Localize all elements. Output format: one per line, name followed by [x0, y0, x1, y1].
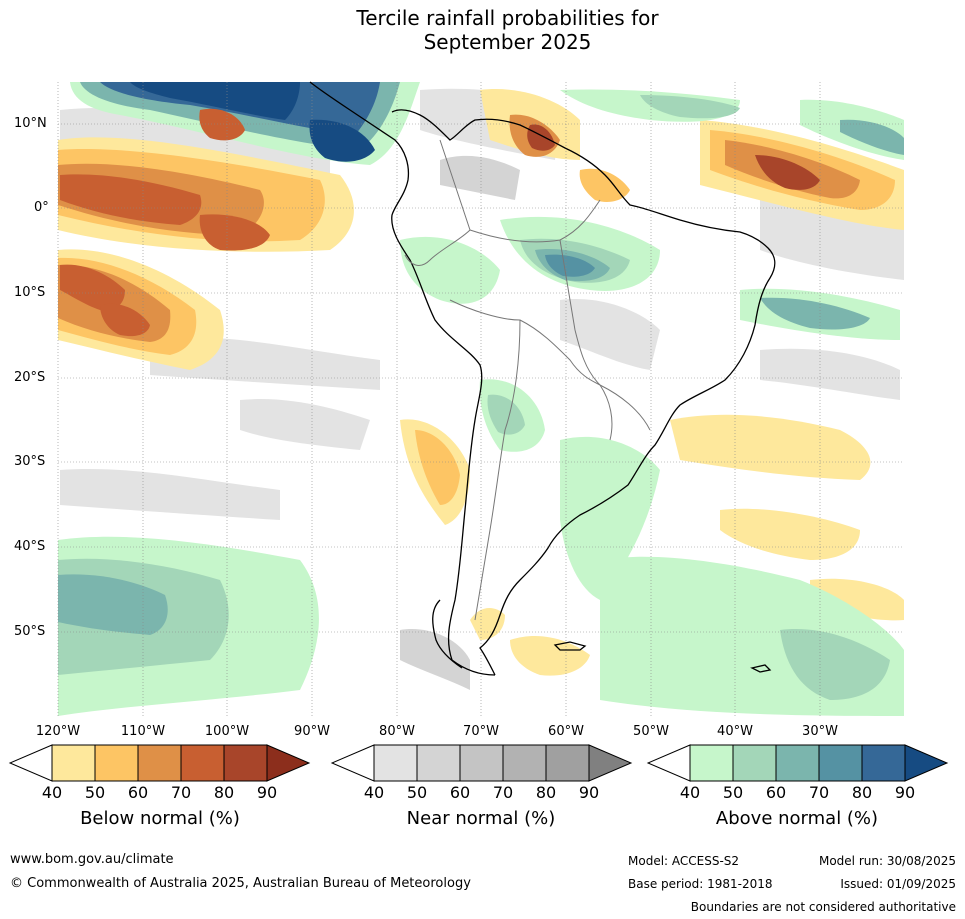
title-line-2: September 2025 — [423, 30, 592, 54]
colorbar-near — [330, 744, 633, 782]
tick-label: 50 — [84, 783, 106, 802]
tick-label: 40 — [679, 783, 701, 802]
colorbar-below-title: Below normal (%) — [80, 808, 240, 829]
footer-model: Model: ACCESS-S2 — [628, 854, 740, 868]
lon-label: 100°W — [204, 724, 250, 739]
lon-label: 30°W — [802, 724, 838, 739]
lat-label: 30°S — [14, 454, 46, 469]
chart-title: Tercile rainfall probabilities for Septe… — [0, 6, 965, 54]
tick-label: 90 — [578, 783, 600, 802]
lat-label: 0° — [34, 200, 49, 215]
title-line-1: Tercile rainfall probabilities for — [356, 6, 659, 30]
tick-label: 90 — [256, 783, 278, 802]
footer-disclaimer: Boundaries are not considered authoritat… — [690, 900, 956, 914]
coastline — [309, 81, 776, 676]
country-borders — [404, 139, 651, 621]
lat-label: 10°N — [14, 116, 47, 131]
colorbar-near-title: Near normal (%) — [406, 808, 556, 829]
lon-label: 60°W — [548, 724, 584, 739]
lon-label: 50°W — [633, 724, 669, 739]
lon-label: 110°W — [120, 724, 166, 739]
tick-label: 60 — [127, 783, 149, 802]
tick-label: 80 — [851, 783, 873, 802]
tick-label: 80 — [535, 783, 557, 802]
colorbar-below — [8, 744, 311, 782]
tick-label: 90 — [894, 783, 916, 802]
lon-label: 120°W — [35, 724, 81, 739]
lat-label: 50°S — [14, 624, 46, 639]
tick-label: 80 — [213, 783, 235, 802]
tick-label: 70 — [170, 783, 192, 802]
lon-label: 80°W — [379, 724, 415, 739]
footer-issued: Issued: 01/09/2025 — [840, 877, 956, 891]
lon-label: 90°W — [294, 724, 330, 739]
lat-label: 40°S — [14, 539, 46, 554]
colorbar-above — [646, 744, 949, 782]
tick-label: 40 — [363, 783, 385, 802]
tick-label: 70 — [808, 783, 830, 802]
footer-model-run: Model run: 30/08/2025 — [818, 854, 956, 868]
probability-field — [58, 82, 904, 716]
tick-label: 50 — [406, 783, 428, 802]
colorbar-above-title: Above normal (%) — [715, 808, 879, 829]
tick-label: 40 — [41, 783, 63, 802]
tick-label: 50 — [722, 783, 744, 802]
footer-copyright: © Commonwealth of Australia 2025, Austra… — [10, 876, 471, 891]
footer-url: www.bom.gov.au/climate — [10, 852, 174, 867]
lon-label: 40°W — [717, 724, 753, 739]
graticule — [57, 82, 904, 716]
tick-label: 60 — [765, 783, 787, 802]
footer-base-period: Base period: 1981-2018 — [628, 877, 773, 891]
tick-label: 60 — [449, 783, 471, 802]
tick-label: 70 — [492, 783, 514, 802]
lon-label: 70°W — [463, 724, 499, 739]
lat-label: 20°S — [14, 370, 46, 385]
lat-label: 10°S — [14, 285, 46, 300]
